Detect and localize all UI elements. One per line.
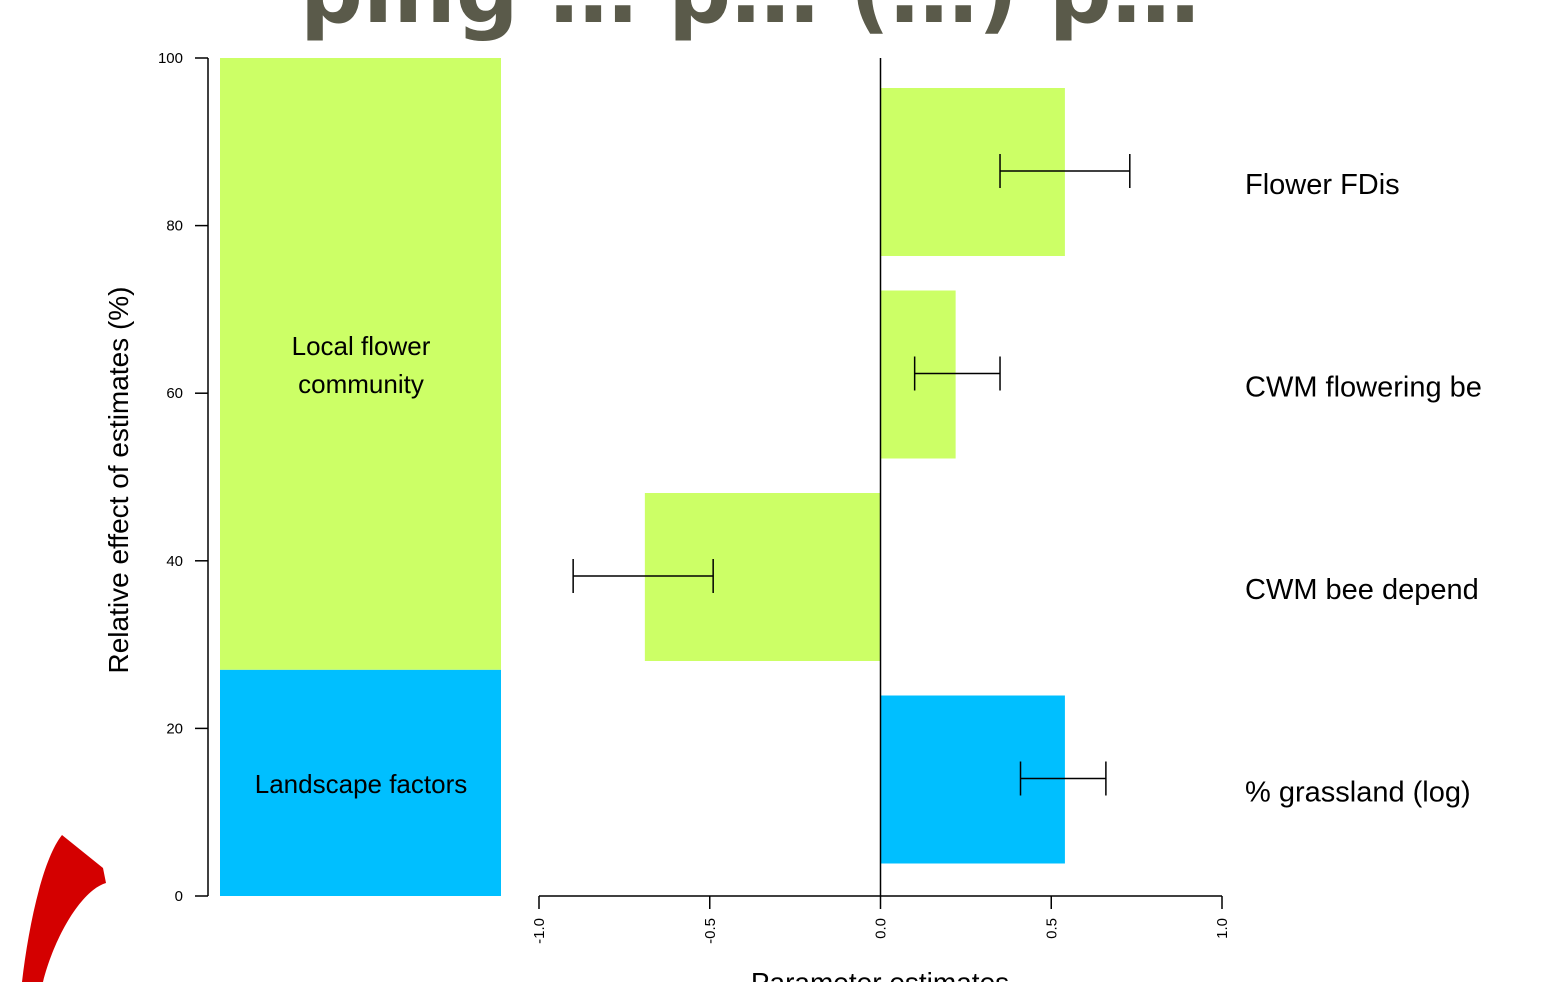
stacked-bars (220, 58, 501, 896)
category-label: Flower FDis (1245, 169, 1400, 201)
y-tick-label: 80 (166, 218, 183, 235)
y-tick-label: 0 (175, 888, 183, 905)
y-axis-title: Relative effect of estimates (%) (103, 287, 134, 674)
x-tick-label: 0.0 (873, 918, 890, 939)
x-tick-label: -1.0 (531, 918, 548, 944)
x-axis-title: Parameter estimates (751, 967, 1009, 982)
stack-segment-label: Landscape factors (255, 769, 467, 799)
x-axis: -1.0 -0.5 0.0 0.5 1.0 (531, 895, 1231, 944)
category-label: CWM flowering be (1245, 372, 1482, 404)
estimate-bar (880, 290, 956, 459)
stack-labels: Landscape factors Local flower community (255, 331, 467, 799)
estimate-bar (644, 493, 881, 661)
y-tick-label: 20 (166, 720, 183, 737)
stack-segment (220, 58, 501, 670)
stack-segment-label: Local flower community (292, 331, 431, 399)
estimate-bars (644, 58, 1065, 896)
red-arrow-shape (22, 835, 106, 982)
x-tick-label: 1.0 (1214, 918, 1231, 939)
x-tick-label: -0.5 (702, 918, 719, 944)
category-labels: Flower FDis CWM flowering be CWM bee depen… (1245, 169, 1482, 809)
y-tick-label: 100 (158, 50, 183, 67)
estimate-bar (880, 695, 1065, 864)
stack-segment (220, 669, 501, 896)
y-axis: 0 20 40 60 80 100 (158, 50, 209, 905)
page-title: ping … p… (…) p… (300, 0, 1500, 42)
y-tick-label: 60 (166, 385, 183, 402)
estimate-bar (880, 88, 1065, 256)
category-label: % grassland (log) (1245, 777, 1471, 809)
y-tick-label: 40 (166, 553, 183, 570)
category-label: CWM bee depend (1245, 574, 1479, 606)
error-bars (572, 154, 1131, 796)
x-tick-label: 0.5 (1043, 918, 1060, 939)
